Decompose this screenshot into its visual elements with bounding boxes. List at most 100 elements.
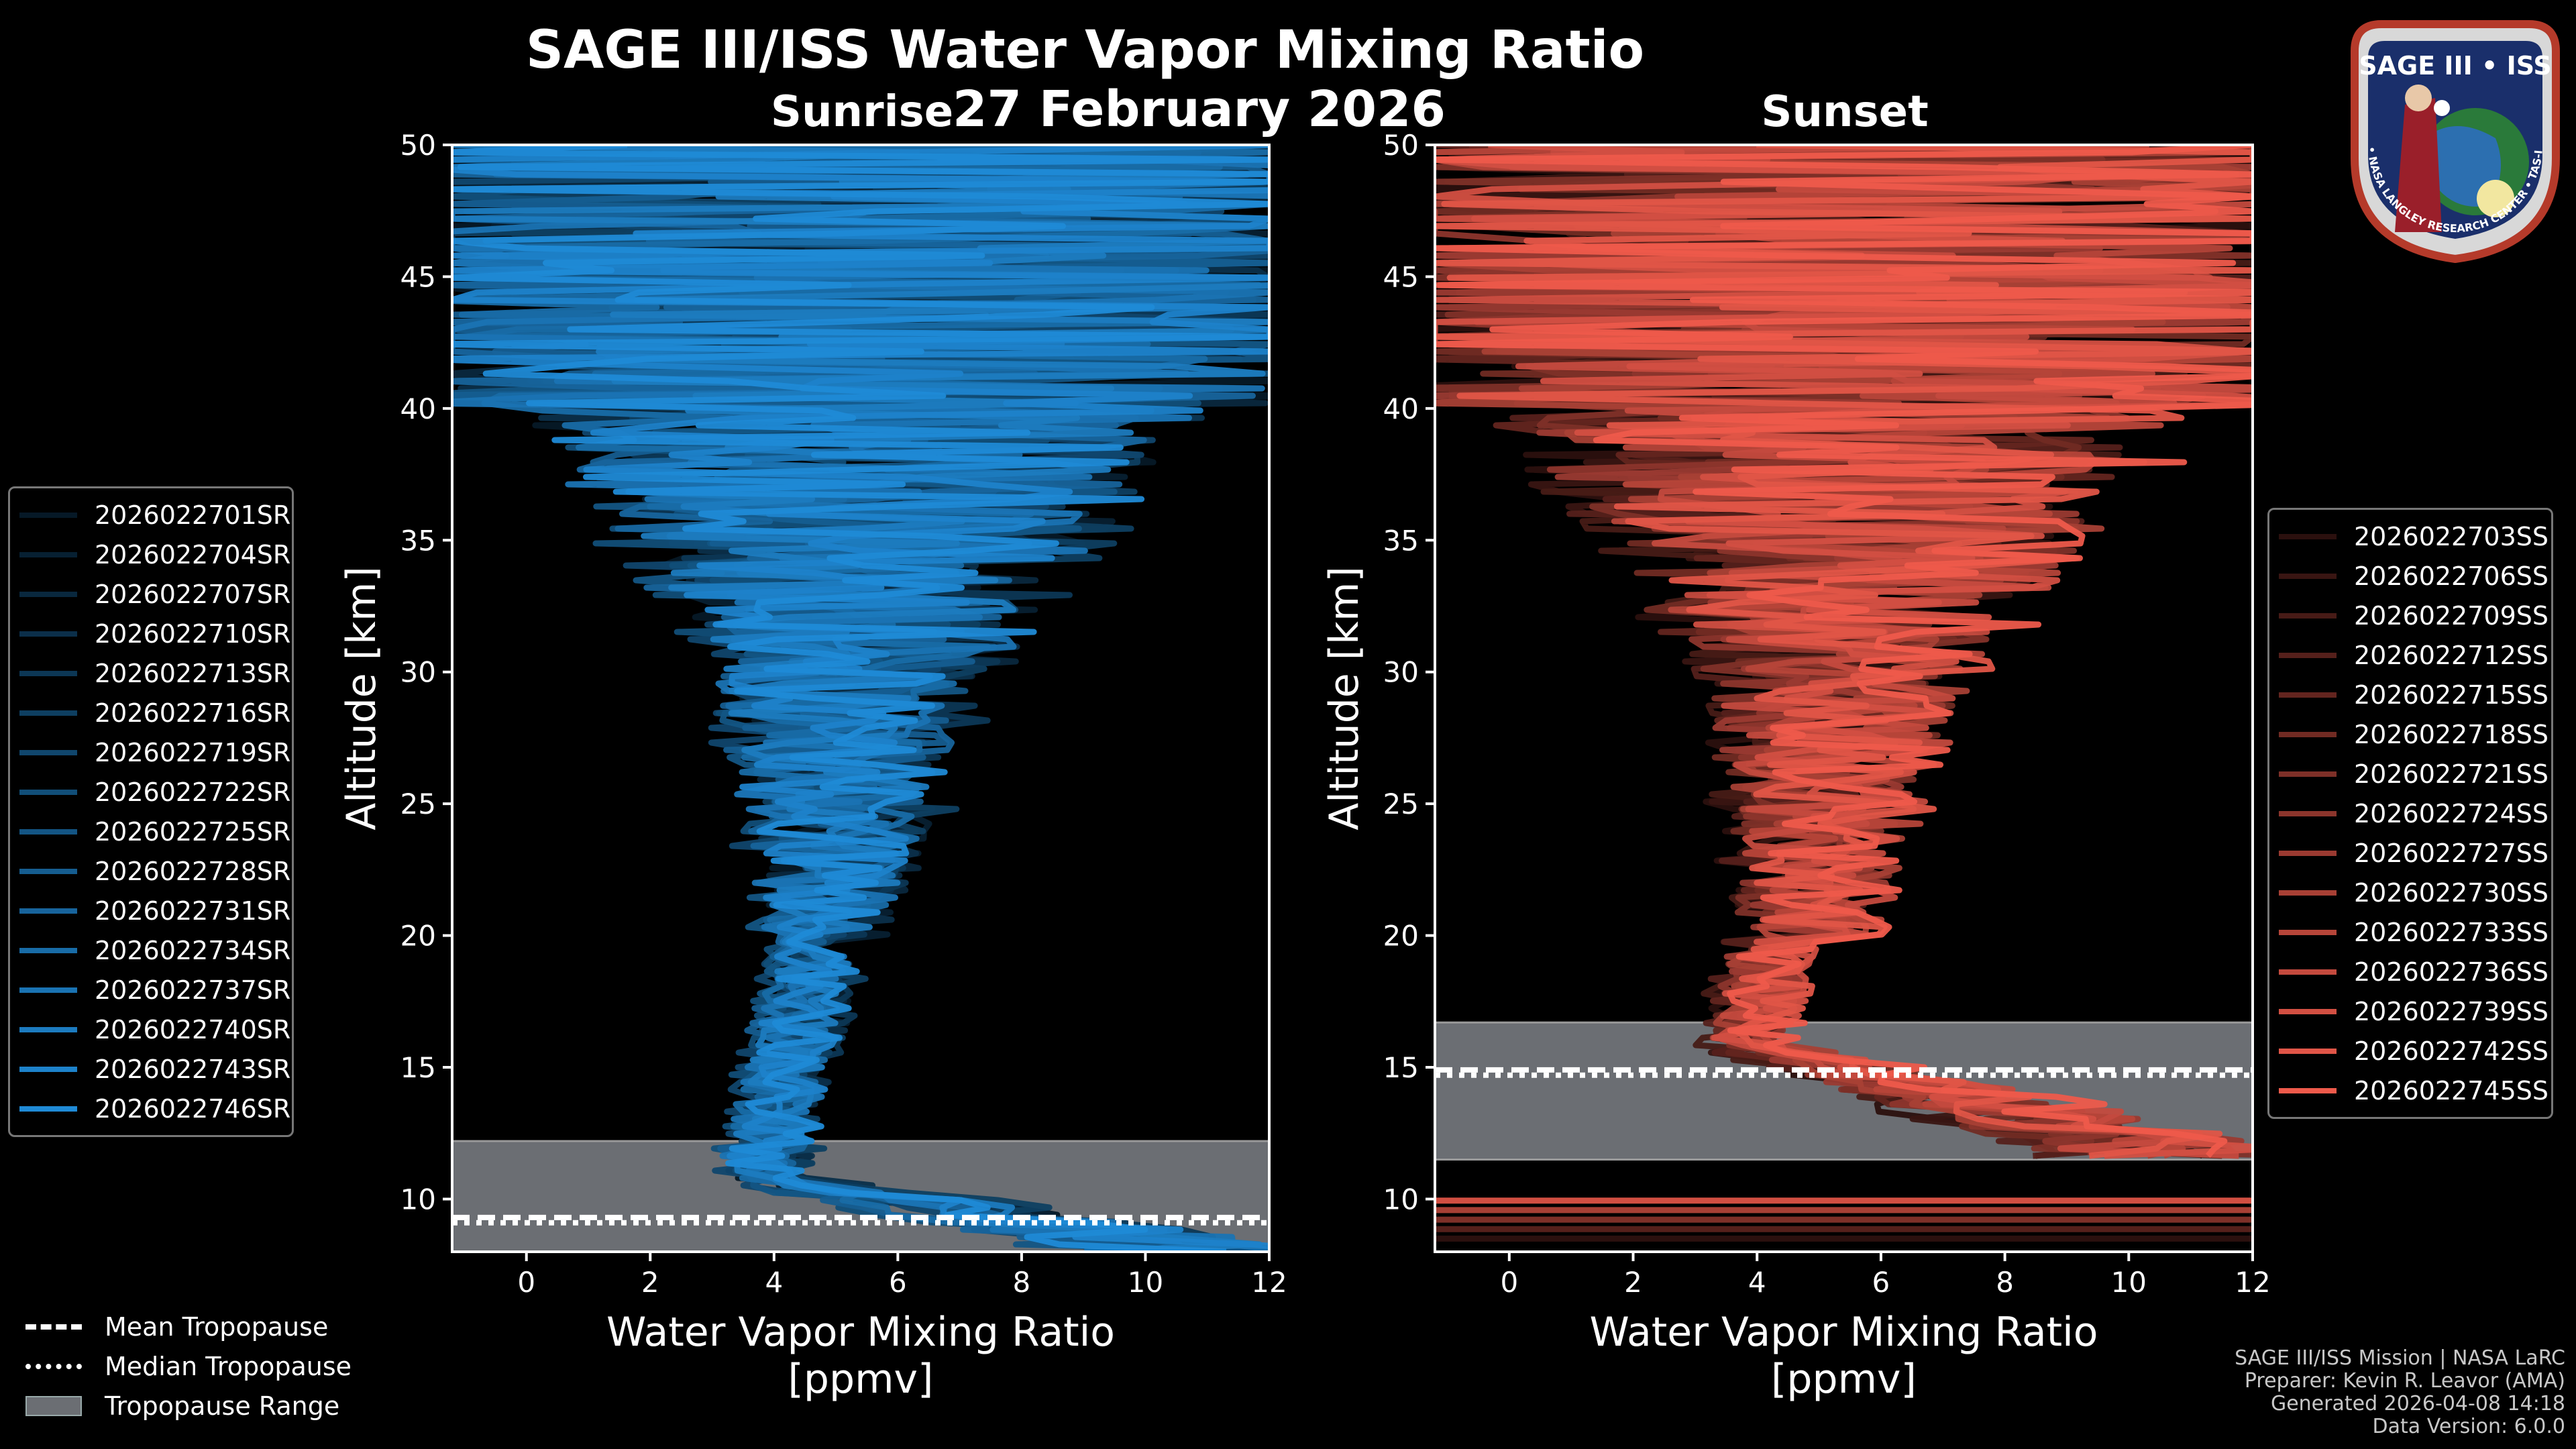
legend-label: 2026022740SR <box>95 1014 291 1044</box>
y-tick-label: 50 <box>1383 129 1419 162</box>
legend-label: Mean Tropopause <box>105 1311 329 1342</box>
y-tick-label: 20 <box>1383 920 1419 953</box>
legend-swatch <box>2279 692 2337 698</box>
x-tick-label: 8 <box>1996 1266 2014 1299</box>
legend-swatch <box>2279 850 2337 856</box>
legend-label: 2026022709SS <box>2354 600 2549 631</box>
legend-item-2026022739SS: 2026022739SS <box>2279 991 2548 1031</box>
legend-item-2026022742SS: 2026022742SS <box>2279 1031 2548 1071</box>
legend-item-2026022707SR: 2026022707SR <box>19 574 290 614</box>
legend-label: 2026022745SS <box>2354 1075 2549 1106</box>
legend-swatch <box>2279 890 2337 896</box>
legend-item-2026022746SR: 2026022746SR <box>19 1089 290 1128</box>
legend-item-2026022718SS: 2026022718SS <box>2279 714 2548 754</box>
legend-label: 2026022725SR <box>95 816 291 847</box>
sunrise-legend: 2026022701SR 2026022704SR 2026022707SR 2026… <box>8 486 294 1137</box>
x-tick-label: 0 <box>1500 1266 1518 1299</box>
logo-top-text: SAGE III • ISS <box>2359 51 2552 80</box>
legend-item-2026022709SS: 2026022709SS <box>2279 596 2548 635</box>
y-tick-label: 40 <box>1383 392 1419 425</box>
x-tick-label: 8 <box>1013 1266 1031 1299</box>
legend-swatch <box>19 591 77 597</box>
legend-item-2026022740SR: 2026022740SR <box>19 1010 290 1049</box>
x-tick-label: 6 <box>889 1266 907 1299</box>
legend-item-2026022745SS: 2026022745SS <box>2279 1071 2548 1110</box>
x-tick-label: 6 <box>1872 1266 1890 1299</box>
legend-item-2026022730SS: 2026022730SS <box>2279 873 2548 912</box>
sunrise-y-axis-label: Altitude [km] <box>338 566 385 830</box>
legend-item-2026022722SR: 2026022722SR <box>19 772 290 812</box>
legend-swatch <box>19 987 77 993</box>
x-tick-label: 12 <box>1251 1266 1287 1299</box>
legend-label: 2026022704SR <box>95 539 291 570</box>
legend-label: 2026022731SR <box>95 896 291 926</box>
legend-label: 2026022701SR <box>95 500 291 530</box>
legend-label: Median Tropopause <box>105 1351 352 1381</box>
y-tick-label: 45 <box>400 260 436 293</box>
x-tick-label: 2 <box>1624 1266 1642 1299</box>
x-tick-label: 10 <box>1128 1266 1163 1299</box>
sunrise-panel-title: Sunrise <box>770 87 954 137</box>
legend-label: 2026022716SR <box>95 698 291 728</box>
legend-item-2026022736SS: 2026022736SS <box>2279 952 2548 991</box>
y-tick-label: 50 <box>400 129 436 162</box>
sunset-y-axis-label: Altitude [km] <box>1321 566 1368 830</box>
legend-label: 2026022728SR <box>95 856 291 886</box>
sunset-profiles <box>1435 145 2253 1242</box>
y-tick-label: 15 <box>1383 1051 1419 1084</box>
y-tick-label: 45 <box>1383 260 1419 293</box>
legend-item-2026022725SR: 2026022725SR <box>19 812 290 851</box>
sunrise-profiles <box>452 145 1269 1252</box>
legend-swatch <box>19 1106 77 1112</box>
legend-label: 2026022722SR <box>95 777 291 807</box>
legend-label: 2026022706SS <box>2354 561 2549 591</box>
profile-2026022719SR <box>452 145 1269 1252</box>
legend-swatch <box>2279 810 2337 816</box>
legend-label: 2026022724SS <box>2354 798 2549 828</box>
legend-swatch <box>2279 652 2337 658</box>
legend-swatch <box>2279 929 2337 935</box>
legend-swatch <box>19 789 77 795</box>
y-tick-label: 10 <box>400 1183 436 1216</box>
legend-label: 2026022712SS <box>2354 640 2549 670</box>
legend-swatch <box>19 631 77 637</box>
legend-swatch <box>19 868 77 874</box>
legend-label: 2026022746SR <box>95 1093 291 1124</box>
legend-label: 2026022730SS <box>2354 877 2549 908</box>
legend-item-2026022737SR: 2026022737SR <box>19 970 290 1010</box>
legend-label: 2026022721SS <box>2354 759 2549 789</box>
legend-item-2026022734SR: 2026022734SR <box>19 930 290 970</box>
y-tick-label: 40 <box>400 392 436 425</box>
legend-label: Tropopause Range <box>105 1391 340 1421</box>
legend-label: 2026022742SS <box>2354 1036 2549 1066</box>
legend-swatch <box>2279 612 2337 619</box>
legend-swatch <box>2279 1048 2337 1054</box>
legend-swatch <box>2279 731 2337 737</box>
figure-title: SAGE III/ISS Water Vapor Mixing Ratio <box>525 20 1645 80</box>
y-tick-label: 35 <box>1383 524 1419 557</box>
credit-line: SAGE III/ISS Mission | NASA LaRC <box>2235 1346 2565 1370</box>
legend-item-2026022713SR: 2026022713SR <box>19 653 290 693</box>
legend-swatch <box>19 947 77 953</box>
legend-swatch <box>2279 533 2337 539</box>
legend-swatch <box>19 512 77 518</box>
legend-label: 2026022710SR <box>95 619 291 649</box>
profile-2026022746SR <box>452 145 1269 1252</box>
sunset-x-axis-label: Water Vapor Mixing Ratio <box>1590 1309 2098 1356</box>
legend-item-2026022712SS: 2026022712SS <box>2279 635 2548 675</box>
range-swatch <box>25 1395 82 1416</box>
x-tick-label: 0 <box>517 1266 535 1299</box>
y-tick-label: 30 <box>1383 656 1419 689</box>
legend-item-2026022715SS: 2026022715SS <box>2279 675 2548 714</box>
legend-item-2026022727SS: 2026022727SS <box>2279 833 2548 873</box>
legend-item-2026022703SS: 2026022703SS <box>2279 517 2548 556</box>
legend-item-2026022701SR: 2026022701SR <box>19 495 290 535</box>
legend-item-2026022719SR: 2026022719SR <box>19 733 290 772</box>
sunrise-plot: 0 2 4 6 8 10 12 10 15 20 25 30 35 40 45 50 Water Vapor M… <box>338 129 1287 1403</box>
legend-label: 2026022737SR <box>95 975 291 1005</box>
legend-item-2026022704SR: 2026022704SR <box>19 535 290 574</box>
y-tick-label: 35 <box>400 524 436 557</box>
legend-label: 2026022707SR <box>95 579 291 609</box>
legend-label: 2026022733SS <box>2354 917 2549 947</box>
